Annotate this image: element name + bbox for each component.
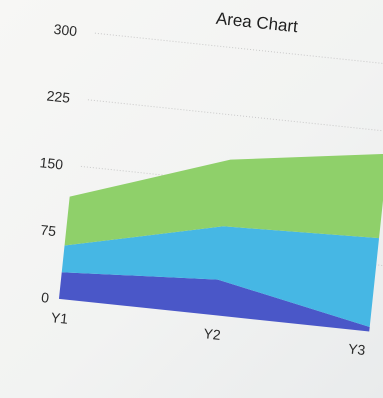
x-tick-label: Y3 <box>347 340 366 358</box>
y-tick-label: 300 <box>53 21 78 39</box>
area-series-group <box>58 153 383 332</box>
x-tick-label: Y2 <box>203 325 222 343</box>
area-series-3 <box>64 153 383 246</box>
gridline-300 <box>94 32 383 68</box>
x-axis-ticks: Y1 Y2 Y3 <box>50 309 366 358</box>
y-tick-label: 0 <box>40 289 50 306</box>
y-axis-ticks: 0 75 150 225 300 <box>39 21 78 306</box>
area-series-2 <box>61 226 380 328</box>
gridline-225 <box>87 99 383 135</box>
chart-title: Area Chart <box>215 9 299 37</box>
y-tick-label: 75 <box>40 222 57 240</box>
y-tick-label: 150 <box>39 154 64 172</box>
y-tick-label: 225 <box>46 88 71 106</box>
area-series-1 <box>58 272 370 332</box>
x-tick-label: Y1 <box>50 309 69 327</box>
